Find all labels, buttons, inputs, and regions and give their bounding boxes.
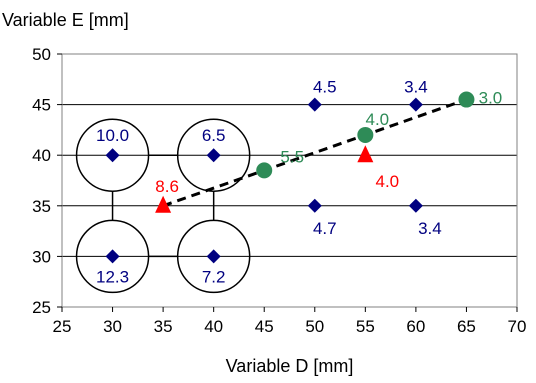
diamond-marker	[408, 198, 423, 213]
y-tick-label: 30	[32, 247, 51, 266]
data-label: 6.5	[202, 126, 226, 145]
diamond-marker	[307, 198, 322, 213]
y-tick-label: 35	[32, 197, 51, 216]
x-tick-label: 30	[103, 317, 122, 336]
triangle-marker	[155, 195, 172, 213]
data-label: 4.0	[366, 110, 390, 129]
triangle-marker	[357, 145, 374, 163]
circle-annotations	[75, 118, 251, 294]
data-label: 4.7	[313, 219, 337, 238]
x-tick-label: 25	[53, 317, 72, 336]
data-label: 4.5	[313, 78, 337, 97]
diamond-marker	[206, 148, 221, 163]
data-label: 7.2	[202, 267, 226, 286]
data-label: 5.5	[280, 147, 304, 166]
data-labels: 10.0 6.5 12.3 7.2 4.5 3.4 4.7 3.4 8.6 4.0 5.5 4.0 3.…	[96, 78, 502, 287]
data-label: 3.0	[479, 89, 503, 108]
data-label: 8.6	[155, 177, 179, 196]
data-label: 12.3	[96, 267, 129, 286]
x-tick-label: 35	[154, 317, 173, 336]
x-tick-label: 60	[406, 317, 425, 336]
x-tick-label: 55	[356, 317, 375, 336]
data-label: 10.0	[96, 126, 129, 145]
diamond-marker	[105, 148, 120, 163]
annotation-circle	[176, 118, 251, 192]
x-tick-label: 45	[255, 317, 274, 336]
data-markers	[105, 91, 475, 264]
x-tick-label: 40	[204, 317, 223, 336]
diamond-marker	[105, 249, 120, 264]
annotation-circle	[75, 219, 150, 294]
x-tick-label: 70	[508, 317, 527, 336]
diamond-marker	[307, 97, 322, 112]
diamond-marker	[408, 97, 423, 112]
annotation-circle	[176, 219, 251, 294]
x-axis-title: Variable D [mm]	[226, 356, 354, 376]
data-label: 3.4	[418, 219, 442, 238]
plot-frame	[57, 53, 518, 312]
diamond-marker	[206, 249, 221, 264]
y-tick-label: 50	[32, 45, 51, 64]
y-tick-label: 40	[32, 146, 51, 165]
dashed-path-polyline	[162, 98, 467, 208]
y-axis-title: Variable E [mm]	[2, 10, 129, 30]
data-label: 4.0	[376, 172, 400, 191]
annotation-circle	[75, 118, 150, 192]
x-tick-label: 65	[457, 317, 476, 336]
data-label: 3.4	[404, 78, 428, 97]
circle-marker	[458, 91, 475, 108]
tick-labels: 25 30 35 40 45 50 55 60 65 70 25 30 35 40 45 50	[32, 45, 526, 336]
y-tick-label: 45	[32, 96, 51, 115]
dashed-path-line	[162, 98, 467, 208]
x-tick-label: 50	[305, 317, 324, 336]
circle-marker	[256, 162, 273, 179]
circle-marker	[357, 126, 374, 143]
grid-lines	[62, 104, 517, 257]
plot-border	[61, 53, 518, 308]
y-tick-label: 25	[32, 298, 51, 317]
